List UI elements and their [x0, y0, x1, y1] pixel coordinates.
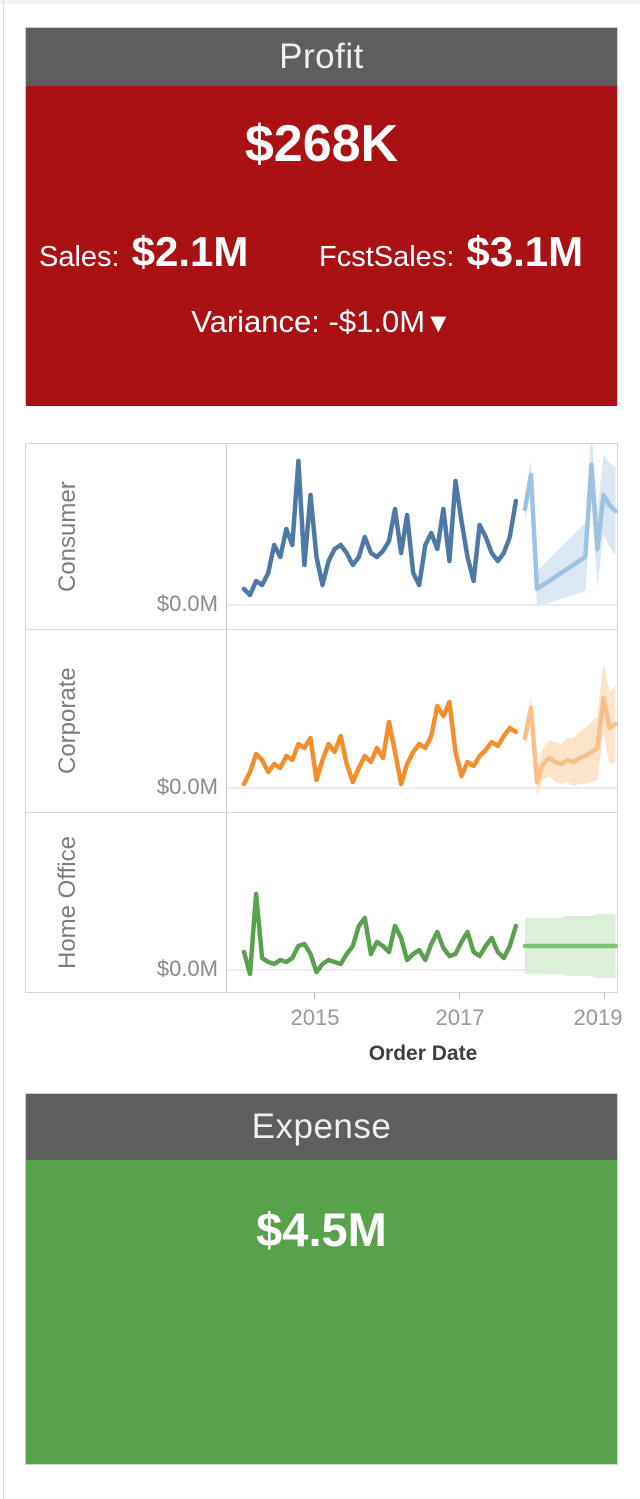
fcstsales-pair: FcstSales: $3.1M — [319, 228, 583, 276]
consumer-label-col: Consumer $0.0M — [26, 444, 226, 629]
profit-value: $268K — [244, 115, 399, 173]
variance-label: Variance: — [191, 304, 320, 339]
expense-header: Expense — [26, 1094, 617, 1160]
sales-row: Sales: $2.1M FcstSales: $3.1M — [26, 228, 617, 284]
sales-pair: Sales: $2.1M — [39, 228, 248, 276]
home-office-row: Home Office $0.0M — [26, 813, 619, 992]
consumer-row: Consumer $0.0M — [26, 444, 619, 630]
x-tick-2019 — [604, 993, 605, 999]
page-left-border — [3, 0, 4, 1499]
y-zero-label-corporate: $0.0M — [156, 774, 218, 799]
profit-body: $268K Sales: $2.1M FcstSales: $3.1M Vari… — [26, 86, 617, 406]
x-tick-label-2015: 2015 — [290, 1005, 340, 1030]
corporate-label-col: Corporate $0.0M — [26, 630, 226, 812]
sales-value: $2.1M — [131, 228, 249, 275]
profit-kpi-card[interactable]: Profit $268K Sales: $2.1M FcstSales: $3.… — [25, 27, 618, 406]
corporate-sparkline[interactable] — [227, 630, 619, 812]
profit-header: Profit — [26, 28, 617, 86]
x-tick-label-2019: 2019 — [573, 1005, 623, 1030]
down-triangle-icon: ▼ — [425, 308, 452, 338]
segment-label-corporate: Corporate — [54, 667, 81, 775]
fcstsales-label: FcstSales: — [319, 241, 455, 273]
segment-sparklines-panel: Consumer $0.0M Corporate $0.0M Home Offi… — [25, 443, 619, 993]
sales-label: Sales: — [39, 241, 120, 273]
variance-value: -$1.0M — [328, 304, 426, 339]
home-office-plot-col — [226, 813, 619, 992]
x-tick-label-2017: 2017 — [435, 1005, 485, 1030]
variance-row: Variance: -$1.0M▼ — [26, 304, 617, 340]
x-axis-title: Order Date — [368, 1042, 478, 1065]
fcstsales-value: $3.1M — [466, 228, 584, 275]
page-top-strip — [0, 0, 640, 4]
segment-label-consumer: Consumer — [54, 481, 81, 592]
x-tick-2015 — [314, 993, 315, 999]
y-zero-label-consumer: $0.0M — [156, 591, 218, 616]
expense-kpi-card[interactable]: Expense $4.5M — [25, 1093, 618, 1465]
expense-title: Expense — [251, 1107, 392, 1146]
segment-label-home-office: Home Office — [54, 836, 81, 969]
consumer-sparkline[interactable] — [227, 444, 619, 629]
corporate-row: Corporate $0.0M — [26, 630, 619, 813]
consumer-plot-col — [226, 444, 619, 629]
profit-title: Profit — [279, 37, 364, 76]
expense-body: $4.5M — [26, 1160, 617, 1464]
corporate-plot-col — [226, 630, 619, 812]
home-office-sparkline[interactable] — [227, 813, 619, 991]
home-office-label-col: Home Office $0.0M — [26, 813, 226, 992]
y-zero-label-home-office: $0.0M — [156, 956, 218, 981]
x-tick-2017 — [459, 993, 460, 999]
expense-value: $4.5M — [256, 1203, 387, 1256]
